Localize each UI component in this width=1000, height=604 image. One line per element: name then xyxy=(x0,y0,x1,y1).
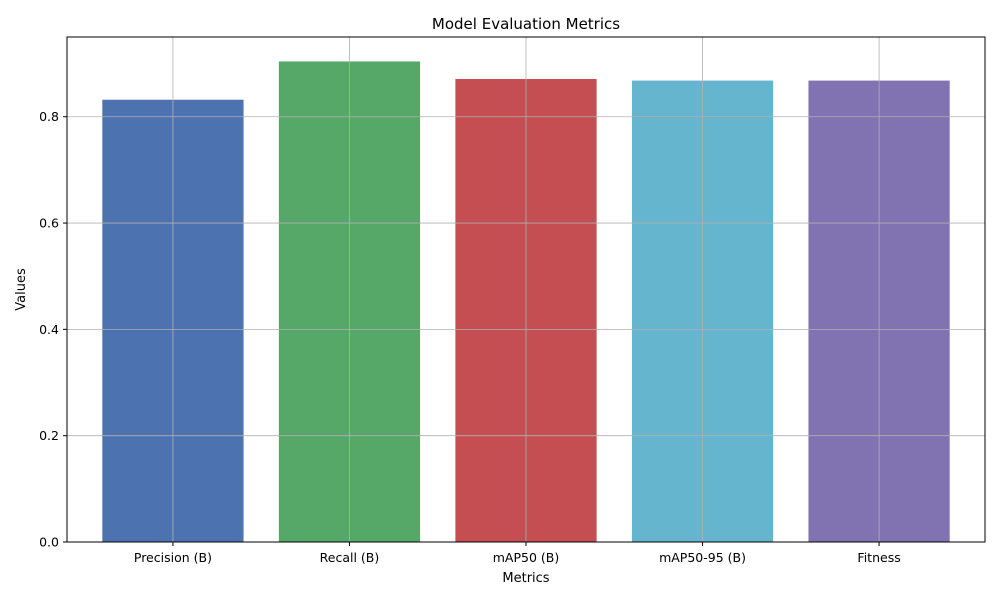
x-tick-label: mAP50 (B) xyxy=(493,550,559,565)
y-tick-label: 0.2 xyxy=(39,428,59,443)
x-tick-label: Fitness xyxy=(857,550,900,565)
x-axis-label: Metrics xyxy=(502,571,549,586)
y-tick-label: 0.0 xyxy=(39,535,59,550)
y-tick-label: 0.8 xyxy=(39,109,59,124)
y-tick-label: 0.6 xyxy=(39,216,59,231)
ticks-layer: 0.0 0.2 0.4 0.6 0.8 Precision (B) Recall (B) mA… xyxy=(39,109,901,565)
x-tick-label: Precision (B) xyxy=(134,550,212,565)
grid-lines xyxy=(67,37,985,543)
x-tick-label: Recall (B) xyxy=(320,550,380,565)
y-axis-label: Values xyxy=(14,268,29,311)
y-tick-label: 0.4 xyxy=(39,322,59,337)
chart-title: Model Evaluation Metrics xyxy=(432,15,620,33)
x-tick-label: mAP50-95 (B) xyxy=(659,550,746,565)
